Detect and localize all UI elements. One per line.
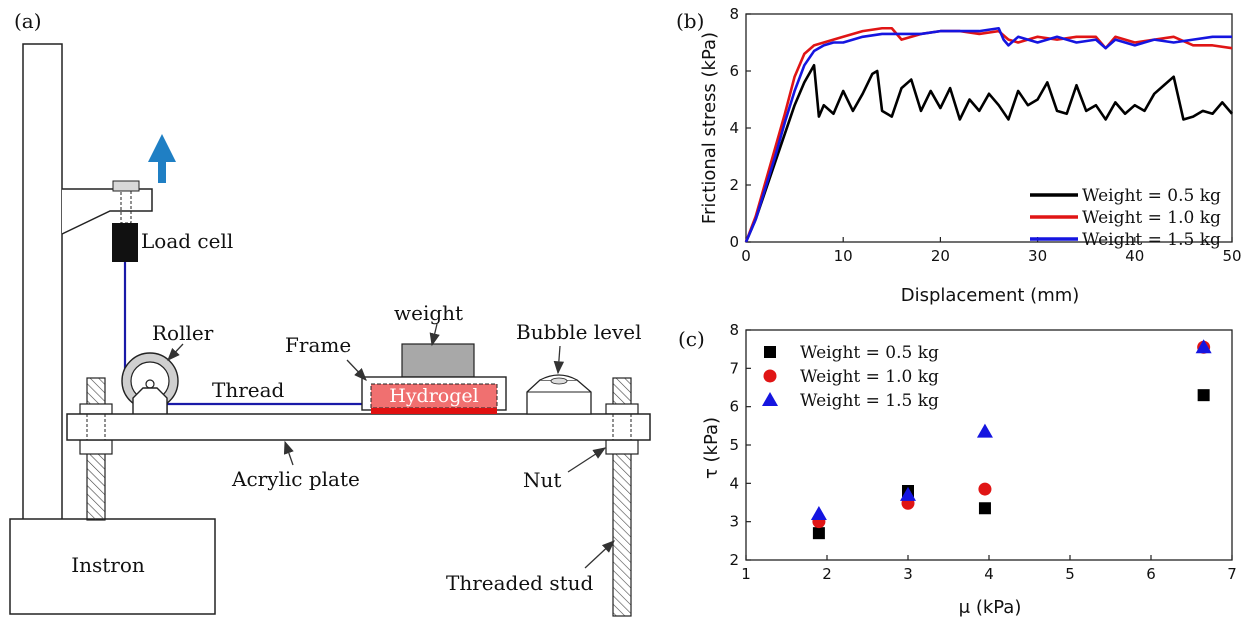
frame-pointer (346, 359, 367, 381)
x-tick-label: 1 (741, 565, 751, 583)
panel-a-diagram: (a) Instron Load cell Roller Thre (9, 9, 651, 617)
frame-label: Frame (285, 333, 351, 357)
x-tick-label: 20 (931, 247, 950, 265)
roller-label: Roller (152, 321, 214, 345)
y-tick-label: 0 (729, 233, 739, 251)
chart-b-xlabel: Displacement (mm) (901, 285, 1080, 306)
y-tick-label: 6 (729, 62, 739, 80)
left-nut-top (79, 403, 113, 415)
legend-marker-circle (763, 369, 777, 383)
panel-label-a: (a) (14, 9, 42, 33)
acrylic-plate-label: Acrylic plate (231, 467, 360, 491)
x-tick-label: 30 (1028, 247, 1047, 265)
x-tick-label: 6 (1146, 565, 1156, 583)
x-tick-label: 5 (1065, 565, 1075, 583)
crosshead-arm (61, 188, 153, 235)
chart-tau-vs-mu: (c) μ (kPa) τ (kPa) 1 2 3 4 5 6 72345678Weight… (678, 321, 1237, 618)
chart-c-ylabel: τ (kPa) (701, 417, 722, 479)
y-tick-label: 6 (729, 398, 739, 416)
load-cell (112, 223, 138, 262)
y-tick-label: 2 (729, 551, 739, 569)
legend-label: Weight = 0.5 kg (800, 343, 939, 363)
series-line-3 (744, 26, 1232, 243)
roller (121, 352, 179, 415)
x-tick-label: 10 (834, 247, 853, 265)
legend-label: Weight = 1.5 kg (800, 391, 939, 411)
y-tick-label: 5 (729, 436, 739, 454)
right-nut-bottom (605, 439, 639, 455)
nut-label: Nut (523, 468, 561, 492)
bubble-level-label: Bubble level (516, 320, 642, 344)
y-tick-label: 8 (729, 5, 739, 23)
x-tick-label: 4 (984, 565, 994, 583)
data-point-circle (978, 482, 992, 496)
weight-block (401, 343, 475, 378)
nut-pointer (567, 447, 607, 473)
series-line-1 (744, 64, 1233, 243)
y-tick-label: 4 (729, 474, 739, 492)
acrylic-plate (66, 413, 651, 441)
threaded-stud-label: Threaded stud (446, 571, 594, 595)
chart-c-xlabel: μ (kPa) (959, 597, 1022, 618)
data-point-square (978, 502, 991, 515)
weight-pointer (429, 323, 440, 347)
hydrogel (370, 383, 498, 409)
weight-label: weight (394, 301, 463, 325)
legend-label: Weight = 1.0 kg (1082, 208, 1221, 228)
x-tick-label: 3 (903, 565, 913, 583)
data-point-square (1197, 389, 1210, 402)
legend-label: Weight = 0.5 kg (1082, 186, 1221, 206)
bubble-level-pointer (553, 345, 565, 375)
roller-pointer (167, 343, 184, 361)
instron-column (22, 43, 63, 521)
legend-marker-triangle (762, 392, 778, 406)
y-tick-label: 7 (729, 359, 739, 377)
legend-label: Weight = 1.0 kg (800, 367, 939, 387)
hydrogel-label: Hydrogel (389, 385, 478, 407)
legend-label: Weight = 1.5 kg (1082, 230, 1221, 250)
x-tick-label: 0 (741, 247, 751, 265)
acrylic-plate-pointer (283, 440, 294, 466)
y-tick-label: 3 (729, 513, 739, 531)
thread-label: Thread (212, 378, 285, 402)
left-nut-bottom (79, 439, 113, 455)
instron-base (9, 518, 216, 615)
instron-label: Instron (71, 553, 145, 577)
legend-marker-square (764, 346, 776, 358)
bubble-level (526, 374, 592, 415)
panel-label-c: (c) (678, 327, 705, 351)
data-point-triangle (976, 423, 993, 438)
panel-label-b: (b) (676, 9, 704, 33)
x-tick-label: 40 (1125, 247, 1144, 265)
x-tick-label: 2 (822, 565, 832, 583)
bolt-head (112, 180, 140, 192)
y-tick-label: 2 (729, 176, 739, 194)
right-nut-top (605, 403, 639, 415)
chart-frictional-stress: (b) Displacement (mm) Frictional stress … (676, 5, 1242, 306)
data-point-triangle (810, 506, 827, 520)
y-tick-label: 4 (729, 119, 739, 137)
x-tick-label: 7 (1227, 565, 1237, 583)
x-tick-label: 50 (1222, 247, 1241, 265)
pull-direction-arrow-icon (148, 134, 176, 183)
data-point-square (812, 527, 825, 540)
threaded-stud-pointer (584, 540, 615, 569)
chart-b-ylabel: Frictional stress (kPa) (699, 32, 720, 224)
y-tick-label: 8 (729, 321, 739, 339)
data-point-triangle (1195, 339, 1212, 354)
load-cell-label: Load cell (141, 229, 233, 253)
hydrogel-base (371, 408, 497, 414)
data-point-triangle (900, 486, 916, 501)
